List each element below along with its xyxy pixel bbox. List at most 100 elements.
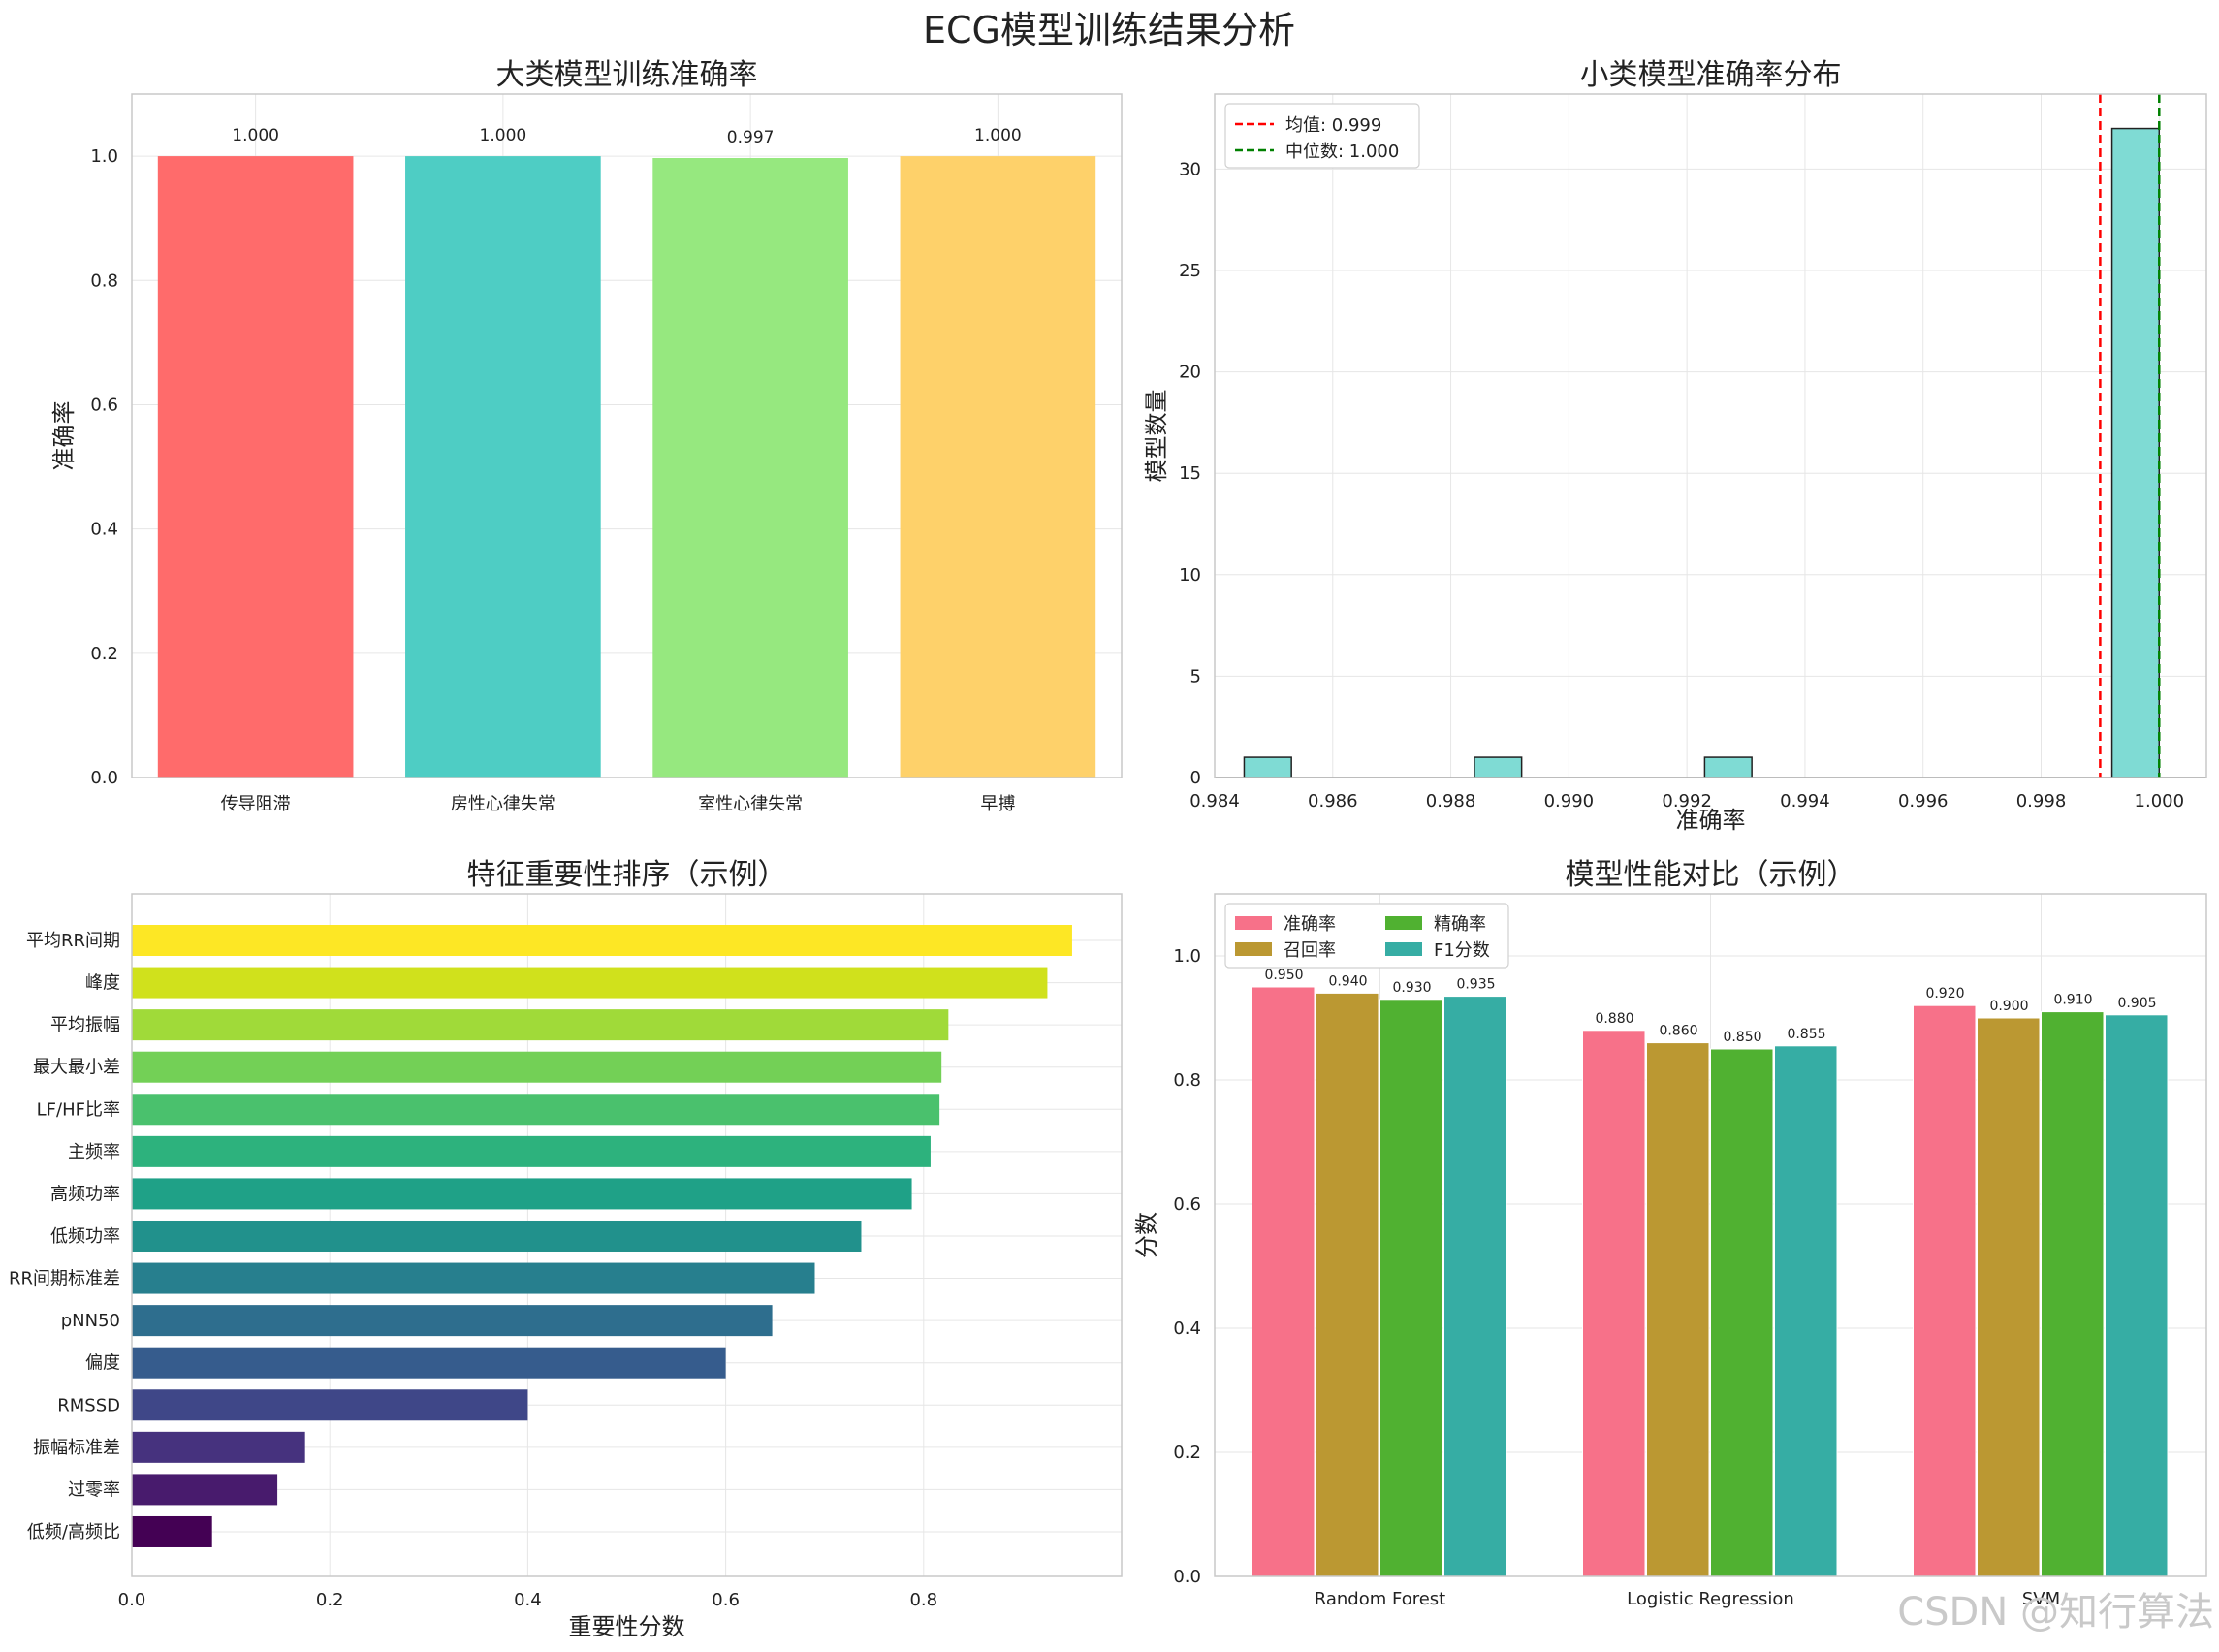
y-tick-label: 低频/高频比: [27, 1522, 120, 1542]
y-tick-label: 0.8: [1173, 1070, 1201, 1091]
y-tick-label: 0.6: [1173, 1194, 1201, 1215]
bar: [1379, 999, 1443, 1577]
bar: [132, 1178, 912, 1210]
x-tick-label: 0.8: [909, 1590, 937, 1610]
histogram-bar: [2110, 127, 2161, 778]
x-tick-label: 0.998: [2016, 791, 2067, 811]
y-tick-label: 0.8: [90, 270, 118, 291]
x-tick-label: 0.992: [1662, 791, 1712, 811]
bar: [132, 1009, 949, 1041]
p3-title: 模型性能对比（示例）: [1566, 858, 1856, 892]
x-tick-label: 0.2: [316, 1590, 344, 1610]
bar-value-label: 1.000: [974, 126, 1022, 145]
model-performance-chart: 0.0 0.2 0.4 0.6 0.8 1.0 0.950 0.940 0.930 0.935 Ra…: [1133, 858, 2207, 1609]
x-tick-label: 室性心律失常: [698, 794, 803, 814]
y-tick-label: 0.0: [90, 768, 118, 788]
bar-value-label: 0.855: [1787, 1027, 1825, 1042]
p1-ylabel: 模型数量: [1143, 390, 1170, 483]
bar: [1443, 996, 1507, 1577]
bar: [132, 925, 1072, 956]
x-tick-label: 0.988: [1426, 791, 1476, 811]
x-tick-label: Random Forest: [1315, 1589, 1445, 1609]
bar: [405, 156, 601, 778]
bar: [132, 967, 1048, 999]
bar-value-label: 0.880: [1595, 1011, 1633, 1027]
bar-value-label: 0.905: [2117, 996, 2156, 1011]
major-class-accuracy-chart: 0.0 0.2 0.4 0.6 0.8 1.0 1.000 传导阻滞 1.000 房性心律失常 0.…: [50, 58, 1123, 814]
bar-value-label: 0.930: [1392, 980, 1431, 996]
bar: [1582, 1030, 1646, 1577]
figure-title: ECG模型训练结果分析: [923, 9, 1295, 51]
x-tick-label: 1.000: [2135, 791, 2185, 811]
bar: [1977, 1017, 2041, 1577]
y-tick-label: RMSSD: [57, 1395, 120, 1415]
legend-box: [1224, 903, 1509, 969]
bar: [1316, 992, 1379, 1577]
legend-label: 精确率: [1434, 914, 1486, 935]
x-tick-label: 传导阻滞: [221, 794, 291, 814]
bar-value-label: 1.000: [232, 126, 279, 145]
legend-label: 召回率: [1284, 940, 1336, 961]
y-tick-label: 平均振幅: [50, 1015, 120, 1035]
y-tick-label: 振幅标准差: [33, 1438, 120, 1458]
y-tick-label: 过零率: [68, 1479, 120, 1500]
legend-label: 中位数: 1.000: [1285, 142, 1399, 162]
bar: [132, 1431, 305, 1463]
y-tick-label: 低频功率: [50, 1226, 120, 1247]
p1-title: 小类模型准确率分布: [1580, 58, 1842, 92]
bar: [1710, 1048, 1774, 1577]
histogram-bar: [1474, 756, 1523, 778]
y-tick-label: 10: [1179, 565, 1201, 586]
p0-frame: [131, 93, 1123, 778]
bar-value-label: 0.900: [1989, 999, 2028, 1014]
bar: [132, 1094, 940, 1126]
bar: [2041, 1011, 2105, 1577]
x-tick-label: 0.996: [1898, 791, 1949, 811]
legend-label: 均值: 0.999: [1285, 115, 1381, 136]
p2-xlabel: 重要性分数: [569, 1613, 685, 1640]
histogram-bar: [1243, 756, 1292, 778]
x-tick-label: 0.4: [514, 1590, 542, 1610]
y-tick-label: LF/HF比率: [37, 1099, 120, 1120]
legend-swatch: [1385, 942, 1422, 956]
y-tick-label: 1.0: [90, 146, 118, 167]
bar-value-label: 0.950: [1264, 968, 1303, 983]
y-tick-label: 0.4: [1173, 1318, 1201, 1339]
y-tick-label: 0.6: [90, 395, 118, 415]
y-tick-label: 20: [1179, 363, 1201, 383]
bar-value-label: 0.997: [727, 128, 775, 147]
legend-label: F1分数: [1434, 940, 1490, 961]
legend-swatch: [1235, 916, 1272, 930]
bar-value-label: 0.910: [2053, 993, 2092, 1008]
x-tick-label: 0.986: [1308, 791, 1358, 811]
y-tick-label: 5: [1190, 666, 1201, 686]
histogram-bar: [1703, 756, 1753, 778]
p1-xlabel: 准确率: [1676, 807, 1746, 834]
bar-value-label: 0.860: [1659, 1024, 1697, 1039]
bar: [1774, 1045, 1838, 1577]
y-tick-label: 30: [1179, 159, 1201, 179]
bar: [1252, 986, 1316, 1577]
p0-ylabel: 准确率: [50, 401, 78, 471]
p3-ylabel: 分数: [1133, 1212, 1160, 1258]
y-tick-label: 最大最小差: [33, 1058, 120, 1078]
p0-title: 大类模型训练准确率: [496, 58, 758, 92]
x-tick-label: 0.984: [1189, 791, 1240, 811]
y-tick-label: RR间期标准差: [9, 1269, 120, 1289]
bar-value-label: 0.935: [1456, 977, 1495, 993]
y-tick-label: 0.2: [90, 644, 118, 664]
y-tick-label: 峰度: [85, 973, 120, 994]
x-tick-label: Logistic Regression: [1627, 1589, 1794, 1609]
bar: [652, 158, 848, 778]
bar: [1913, 1004, 1977, 1577]
bar: [132, 1262, 815, 1294]
bar: [2105, 1014, 2169, 1577]
bar: [132, 1347, 726, 1379]
x-tick-label: SVM: [2022, 1589, 2060, 1609]
bar: [132, 1135, 931, 1167]
y-tick-label: 平均RR间期: [26, 931, 120, 951]
bar: [132, 1220, 862, 1252]
